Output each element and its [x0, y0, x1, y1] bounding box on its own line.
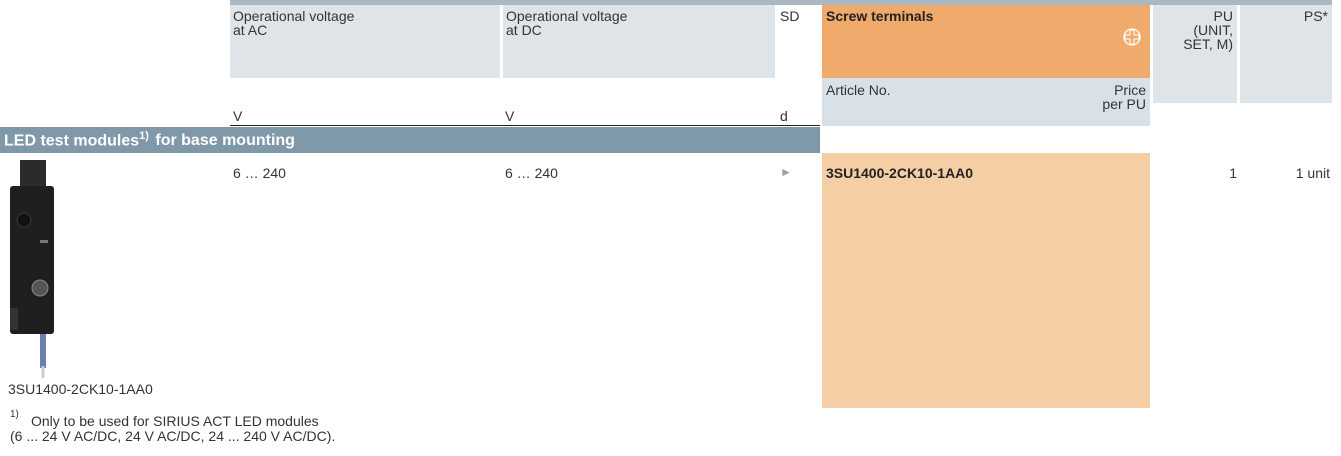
- section-title: for base mounting: [155, 132, 295, 150]
- footnote-ref: 1): [10, 409, 19, 420]
- header-cell: SD: [778, 5, 820, 27]
- header-text: Article No.: [826, 82, 891, 98]
- section-bar: LED test modules1) for base mounting: [0, 127, 820, 153]
- footnote-text: Only to be used for SIRIUS ACT LED modul…: [31, 413, 319, 429]
- footnote-text: (6 ... 24 V AC/DC, 24 V AC/DC, 24 ... 24…: [10, 428, 336, 444]
- delivery-marker: ►: [780, 165, 792, 179]
- top-rule: [230, 0, 1332, 5]
- cell-text: 1: [1229, 165, 1237, 181]
- image-caption: 3SU1400-2CK10-1AA0: [8, 381, 153, 397]
- header-cell: Article No. Price per PU: [822, 78, 1150, 126]
- header-text: SET, M): [1183, 36, 1233, 52]
- header-cell: PS*: [1240, 5, 1332, 103]
- header-text: PU: [1213, 8, 1233, 24]
- cell-text: 6 … 240: [505, 165, 558, 181]
- header-text: per PU: [1102, 96, 1146, 112]
- cell-text: 6 … 240: [233, 165, 286, 181]
- header-text: Price: [1114, 82, 1146, 98]
- header-cell: Operational voltage at DC: [503, 5, 775, 78]
- article-column: [822, 153, 1150, 408]
- article-number: 3SU1400-2CK10-1AA0: [826, 165, 974, 181]
- footnote: 1) Only to be used for SIRIUS ACT LED mo…: [10, 409, 336, 444]
- footnote-ref: 1): [139, 130, 149, 142]
- header-cell: PU (UNIT, SET, M): [1153, 5, 1237, 103]
- header-text: at DC: [506, 22, 542, 38]
- unit-label: d: [780, 108, 788, 124]
- cell-text: 1 unit: [1295, 165, 1330, 181]
- header-text: (UNIT,: [1193, 22, 1233, 38]
- header-text: PS*: [1303, 8, 1328, 24]
- screw-icon: [1123, 28, 1141, 46]
- section-title: LED test modules: [4, 132, 140, 150]
- header-text: Operational voltage: [506, 8, 628, 24]
- header-text: Operational voltage: [233, 8, 355, 24]
- header-cell: Operational voltage at AC: [230, 5, 500, 78]
- unit-label: V: [233, 108, 243, 124]
- header-rule: [230, 125, 820, 126]
- product-image: [10, 160, 54, 378]
- header-text: at AC: [233, 22, 268, 38]
- header-cell: Screw terminals: [822, 5, 1150, 78]
- unit-label: V: [505, 108, 515, 124]
- header-text: Screw terminals: [826, 8, 934, 24]
- header-text: SD: [780, 8, 800, 24]
- header-text: Price per PU: [1102, 83, 1146, 111]
